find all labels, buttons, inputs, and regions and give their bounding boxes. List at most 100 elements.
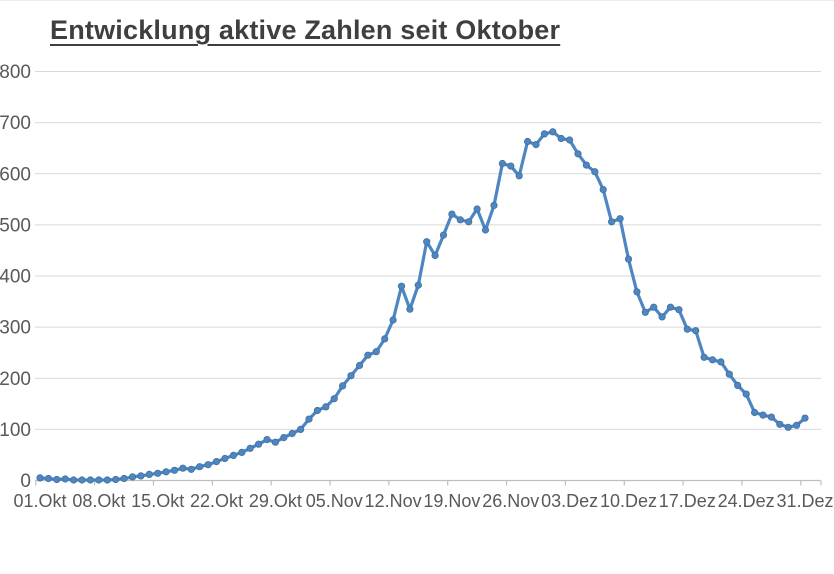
data-point-marker [465,218,473,226]
data-point-marker [650,303,658,311]
data-point-marker [767,413,776,421]
data-point-marker [53,475,61,484]
data-point-marker [288,429,296,438]
data-point-marker [36,474,44,482]
data-point-marker [78,476,86,484]
data-point-marker [86,476,95,484]
data-point-marker [221,454,229,463]
data-point-marker [675,306,683,314]
data-point-marker [725,370,733,378]
data-point-marker [641,308,649,316]
y-axis-label: 700 [0,113,31,134]
data-point-marker [238,448,246,456]
data-point-marker [523,137,532,146]
data-point-marker [372,348,380,356]
chart-title: Entwicklung aktive Zahlen seit Oktober [50,15,561,45]
y-axis-label: 600 [0,164,31,185]
data-point-marker [616,215,624,223]
data-point-marker [70,476,78,484]
data-point-marker [490,201,498,209]
data-point-marker [263,435,271,444]
y-axis-label: 100 [0,420,31,441]
data-point-marker [414,281,422,289]
data-point-marker [364,351,372,359]
y-axis-label: 500 [0,215,31,236]
data-point-marker [330,395,338,403]
data-point-marker [801,414,809,422]
data-point-marker [397,282,406,290]
x-axis-label: 05.Nov [306,491,363,511]
data-point-marker [271,438,279,446]
data-point-marker [507,162,515,170]
data-point-marker [439,231,448,239]
x-axis-label: 15.Okt [131,491,184,511]
data-point-marker [61,475,69,483]
data-point-marker [347,372,355,380]
x-axis-label: 12.Nov [365,491,422,511]
data-point-marker [607,218,616,226]
data-point-marker [145,470,153,478]
x-axis-label: 08.Okt [72,491,125,511]
data-point-marker [381,335,389,343]
data-point-marker [162,468,170,476]
data-point-marker [624,255,633,263]
data-point-marker [591,168,599,176]
data-point-marker [717,358,725,366]
data-point-marker [322,403,330,411]
y-axis-label: 400 [0,267,31,288]
data-point-marker [549,128,557,136]
data-point-marker [498,159,506,168]
data-point-marker [112,475,120,484]
data-point-marker [633,288,641,296]
data-point-marker [515,172,523,180]
data-point-marker [692,327,700,335]
data-point-marker [137,472,145,480]
data-point-marker [481,226,490,234]
data-point-marker [187,465,195,473]
data-point-marker [431,251,439,260]
data-point-marker [557,134,565,143]
data-point-marker [229,451,237,459]
y-axis-label: 0 [20,471,31,492]
data-point-marker [423,238,431,246]
series-line [38,130,807,482]
x-axis-label: 17.Dez [659,491,716,511]
data-point-marker [540,130,549,138]
data-point-marker [599,186,607,194]
data-point-marker [742,390,750,398]
data-point-marker [406,305,414,313]
data-point-marker [44,474,53,483]
data-point-marker [154,469,162,477]
data-point-marker [246,444,254,452]
data-point-marker [179,464,187,472]
data-point-marker [204,461,212,469]
y-axis-label: 800 [0,62,31,83]
x-axis-label: 01.Okt [13,491,66,511]
data-point-marker [473,205,481,213]
data-point-marker [565,136,574,144]
y-axis-label: 300 [0,318,31,339]
data-point-marker [196,463,204,471]
data-point-marker [355,361,364,370]
data-point-marker [666,303,675,311]
data-point-marker [313,406,321,415]
data-point-marker [389,316,397,324]
data-point-marker [574,150,582,158]
data-point-marker [95,476,103,484]
data-point-marker [658,313,666,321]
data-point-marker [120,474,128,483]
data-point-marker [784,423,792,431]
data-point-marker [128,473,137,481]
x-axis-label: 03.Dez [541,491,598,511]
data-point-marker [700,353,708,361]
data-point-marker [255,440,263,448]
data-point-marker [212,457,221,466]
data-point-marker [750,408,759,417]
x-axis-label: 24.Dez [718,491,775,511]
x-axis-label: 10.Dez [600,491,657,511]
data-point-marker [456,216,464,224]
data-point-marker [532,141,540,149]
x-axis-label: 26.Nov [482,491,539,511]
